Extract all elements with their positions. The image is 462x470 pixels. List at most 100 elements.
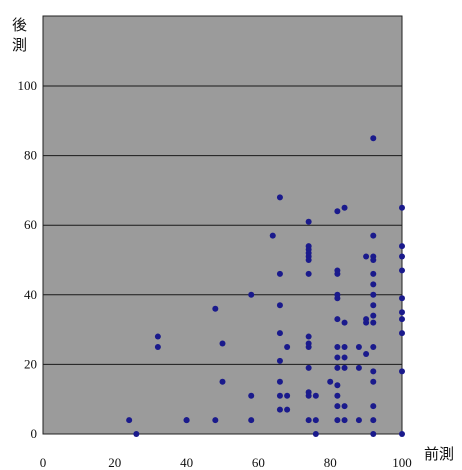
y-axis-ticks: 0 20 40 60 80 100 bbox=[18, 78, 38, 441]
data-point bbox=[154, 333, 161, 340]
data-point bbox=[370, 281, 377, 288]
data-point bbox=[183, 417, 190, 424]
data-points bbox=[126, 135, 405, 437]
data-point bbox=[399, 295, 405, 302]
data-point bbox=[370, 270, 377, 277]
data-point bbox=[248, 392, 255, 399]
data-point bbox=[276, 330, 283, 337]
data-point bbox=[363, 319, 370, 326]
data-point bbox=[305, 218, 312, 225]
data-point bbox=[334, 270, 341, 277]
data-point bbox=[370, 417, 377, 424]
data-point bbox=[248, 417, 255, 424]
data-point bbox=[212, 305, 219, 312]
data-point bbox=[370, 257, 377, 263]
data-point bbox=[312, 417, 319, 424]
data-point bbox=[341, 319, 348, 326]
data-point bbox=[312, 431, 319, 437]
data-point bbox=[312, 392, 319, 399]
data-point bbox=[355, 344, 362, 350]
data-point bbox=[334, 316, 341, 323]
data-point bbox=[284, 392, 291, 399]
data-point bbox=[219, 378, 226, 385]
data-point bbox=[363, 253, 370, 260]
data-point bbox=[276, 270, 283, 277]
data-point bbox=[126, 417, 133, 424]
y-tick-label-20: 20 bbox=[24, 356, 37, 371]
data-point bbox=[370, 344, 377, 350]
data-point bbox=[370, 319, 377, 326]
data-point bbox=[212, 417, 219, 424]
x-tick-label-20: 20 bbox=[108, 455, 121, 470]
data-point bbox=[334, 382, 341, 389]
x-tick-label-0: 0 bbox=[40, 455, 47, 470]
data-point bbox=[219, 340, 226, 347]
x-tick-label-100: 100 bbox=[392, 455, 412, 470]
data-point bbox=[370, 312, 377, 319]
data-point bbox=[248, 291, 255, 298]
y-tick-label-0: 0 bbox=[31, 426, 38, 441]
y-tick-label-80: 80 bbox=[24, 148, 37, 163]
data-point bbox=[284, 344, 291, 350]
data-point bbox=[370, 431, 377, 437]
data-point bbox=[370, 135, 377, 142]
x-tick-label-60: 60 bbox=[252, 455, 265, 470]
data-point bbox=[341, 204, 348, 211]
data-point bbox=[399, 204, 405, 211]
data-point bbox=[399, 309, 405, 316]
data-point bbox=[355, 364, 362, 371]
data-point bbox=[370, 403, 377, 410]
data-point bbox=[341, 417, 348, 424]
data-point bbox=[334, 417, 341, 424]
x-tick-label-80: 80 bbox=[324, 455, 337, 470]
data-point bbox=[399, 243, 405, 250]
y-axis-title: 後測 bbox=[12, 16, 27, 54]
data-point bbox=[355, 417, 362, 424]
data-point bbox=[399, 431, 405, 437]
data-point bbox=[370, 232, 377, 239]
data-point bbox=[334, 344, 341, 350]
data-point bbox=[399, 267, 405, 274]
data-point bbox=[305, 333, 312, 340]
data-point bbox=[334, 392, 341, 399]
data-point bbox=[399, 253, 405, 260]
data-point bbox=[305, 270, 312, 277]
data-point bbox=[334, 354, 341, 361]
data-point bbox=[284, 406, 291, 413]
data-point bbox=[341, 354, 348, 361]
data-point bbox=[334, 403, 341, 410]
y-tick-label-60: 60 bbox=[24, 217, 37, 232]
data-point bbox=[276, 406, 283, 413]
data-point bbox=[341, 364, 348, 371]
data-point bbox=[341, 403, 348, 410]
data-point bbox=[305, 344, 312, 350]
data-point bbox=[305, 392, 312, 399]
y-tick-label-100: 100 bbox=[18, 78, 38, 93]
data-point bbox=[334, 295, 341, 302]
data-point bbox=[133, 431, 140, 437]
x-axis-title: 前測 bbox=[424, 445, 454, 463]
data-point bbox=[370, 368, 377, 375]
data-point bbox=[154, 344, 161, 350]
data-point bbox=[327, 378, 334, 385]
data-point bbox=[276, 357, 283, 364]
gridlines bbox=[43, 85, 402, 365]
data-point bbox=[276, 392, 283, 399]
data-point bbox=[305, 257, 312, 263]
data-point bbox=[276, 194, 283, 201]
data-point bbox=[276, 302, 283, 309]
data-point bbox=[370, 378, 377, 385]
data-point bbox=[399, 368, 405, 375]
data-point bbox=[305, 364, 312, 371]
data-point bbox=[334, 364, 341, 371]
data-point bbox=[269, 232, 276, 239]
x-tick-label-40: 40 bbox=[180, 455, 193, 470]
data-point bbox=[341, 344, 348, 350]
x-axis-ticks: 0 20 40 60 80 100 bbox=[40, 455, 412, 470]
data-point bbox=[370, 302, 377, 309]
data-point bbox=[276, 378, 283, 385]
data-point bbox=[370, 291, 377, 298]
data-point bbox=[334, 208, 341, 215]
data-point bbox=[305, 417, 312, 424]
